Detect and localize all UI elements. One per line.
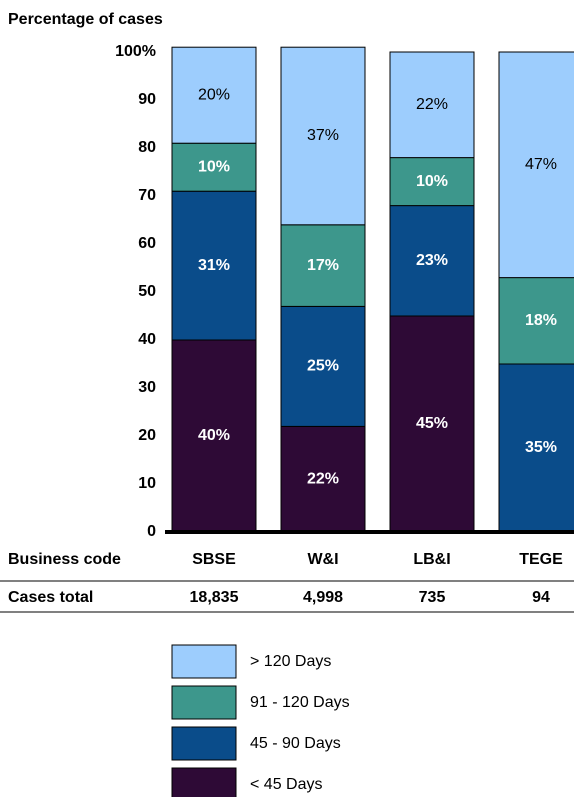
cases-total: 735: [419, 589, 446, 606]
cases-total: 4,998: [303, 589, 343, 606]
row-label: Business code: [8, 551, 121, 568]
bar-segment: [171, 142, 257, 192]
y-tick-label: 70: [138, 187, 156, 204]
x-tick-label: SBSE: [192, 551, 236, 568]
value-label: 10%: [416, 173, 448, 190]
value-label: 17%: [307, 257, 339, 274]
value-label: 20%: [198, 86, 230, 103]
value-label: 45%: [416, 415, 448, 432]
value-label: 47%: [525, 156, 557, 173]
bar-segment: [389, 157, 475, 207]
legend-label: < 45 Days: [250, 776, 322, 793]
chart-title: Percentage of cases: [8, 11, 163, 28]
value-label: 10%: [198, 158, 230, 175]
y-tick-label: 60: [138, 235, 156, 252]
value-label: 31%: [198, 257, 230, 274]
legend-label: 45 - 90 Days: [250, 735, 341, 752]
bar-segment: [280, 224, 366, 307]
bar-segment: [389, 51, 475, 159]
row-label: Cases total: [8, 589, 93, 606]
bar-segment: [498, 363, 574, 533]
y-tick-label: 40: [138, 331, 156, 348]
legend-swatch: [171, 644, 237, 679]
value-label: 23%: [416, 252, 448, 269]
value-label: 18%: [525, 312, 557, 329]
legend-swatch: [171, 767, 237, 797]
value-label: 40%: [198, 427, 230, 444]
bar-segment: [280, 425, 366, 533]
y-tick-label: 0: [147, 523, 156, 540]
value-label: 22%: [416, 96, 448, 113]
bar-segment: [280, 305, 366, 427]
y-tick-label: 20: [138, 427, 156, 444]
value-label: 22%: [307, 470, 339, 487]
x-tick-label: LB&I: [413, 551, 450, 568]
value-label: 37%: [307, 127, 339, 144]
legend-swatch: [171, 685, 237, 720]
y-tick-label: 50: [138, 283, 156, 300]
bar-segment: [498, 277, 574, 365]
y-tick-label: 90: [138, 91, 156, 108]
bar-segment: [280, 46, 366, 226]
value-label: 35%: [525, 439, 557, 456]
legend-label: > 120 Days: [250, 653, 331, 670]
y-tick-label: 80: [138, 139, 156, 156]
y-tick-label: 30: [138, 379, 156, 396]
bar-segment: [498, 51, 574, 279]
y-tick-label: 10: [138, 475, 156, 492]
bar-segment: [171, 339, 257, 533]
legend-swatch: [171, 726, 237, 761]
value-label: 25%: [307, 358, 339, 375]
y-tick-label: 100%: [115, 43, 156, 60]
cases-total: 94: [532, 589, 550, 606]
bar-segment: [171, 46, 257, 144]
legend-label: 91 - 120 Days: [250, 694, 350, 711]
bar-segment: [389, 315, 475, 533]
x-tick-label: W&I: [307, 551, 338, 568]
x-tick-label: TEGE: [519, 551, 563, 568]
cases-total: 18,835: [190, 589, 239, 606]
